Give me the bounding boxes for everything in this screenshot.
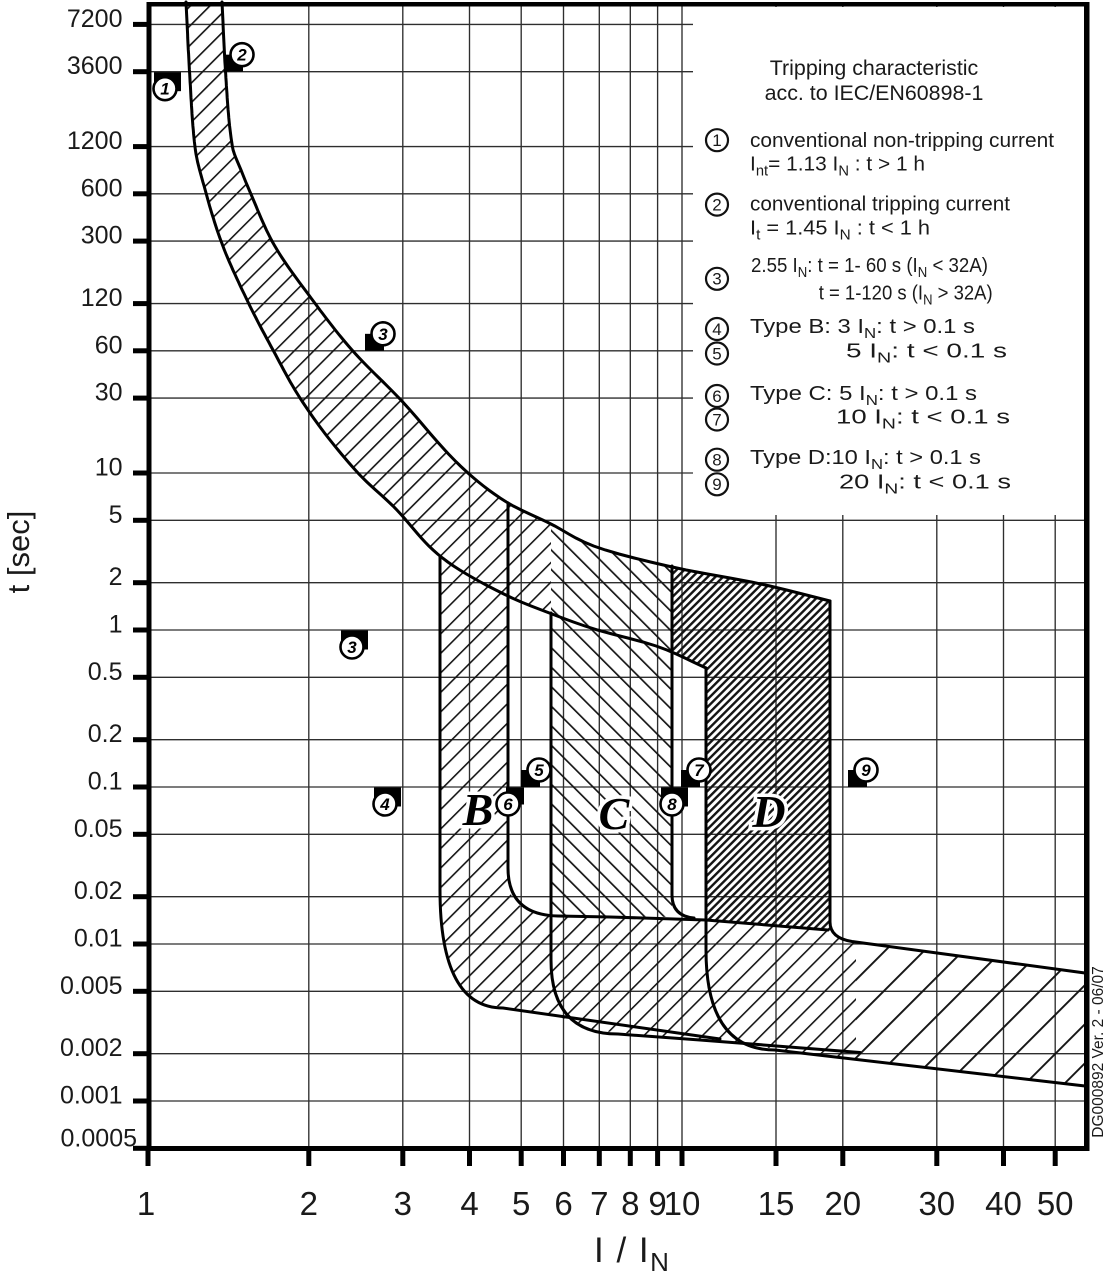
svg-text:DG000892 Ver. 2 - 06/07: DG000892 Ver. 2 - 06/07: [1090, 966, 1107, 1137]
svg-text:0.0005: 0.0005: [61, 1124, 137, 1152]
svg-text:3600: 3600: [67, 52, 123, 80]
svg-text:10: 10: [664, 1185, 701, 1222]
svg-text:5: 5: [534, 761, 544, 780]
svg-text:4: 4: [460, 1185, 478, 1222]
svg-text:1: 1: [137, 1185, 155, 1222]
svg-text:7: 7: [694, 761, 705, 780]
svg-text:3: 3: [712, 270, 721, 289]
svg-text:2: 2: [300, 1185, 318, 1222]
svg-text:0.5: 0.5: [88, 658, 123, 686]
svg-text:t = 1-120 s (IN > 32A): t = 1-120 s (IN > 32A): [819, 282, 993, 309]
svg-text:B: B: [462, 784, 494, 835]
svg-text:10: 10: [95, 454, 123, 482]
svg-text:3: 3: [378, 325, 388, 344]
svg-text:0.01: 0.01: [74, 925, 123, 953]
svg-text:C: C: [599, 788, 631, 839]
svg-text:9: 9: [712, 475, 721, 494]
svg-text:0.05: 0.05: [74, 815, 123, 843]
svg-text:9: 9: [648, 1185, 666, 1222]
svg-text:10 IN: t < 0.1 s: 10 IN: t < 0.1 s: [836, 406, 1010, 433]
svg-text:8: 8: [712, 451, 721, 470]
svg-text:9: 9: [861, 761, 871, 780]
svg-text:7: 7: [712, 410, 721, 429]
svg-text:0.02: 0.02: [74, 877, 123, 905]
svg-text:15: 15: [758, 1185, 795, 1222]
svg-text:6: 6: [503, 795, 513, 814]
svg-text:4: 4: [712, 320, 721, 339]
svg-text:0.2: 0.2: [88, 720, 123, 748]
svg-text:60: 60: [95, 331, 123, 359]
svg-text:8: 8: [621, 1185, 639, 1222]
svg-text:6: 6: [554, 1185, 572, 1222]
svg-text:1: 1: [109, 611, 123, 639]
svg-text:5 IN: t < 0.1 s: 5 IN: t < 0.1 s: [846, 340, 1007, 367]
svg-text:3: 3: [347, 638, 357, 657]
svg-text:conventional tripping current: conventional tripping current: [750, 193, 1010, 216]
svg-text:600: 600: [81, 174, 123, 202]
svg-text:30: 30: [918, 1185, 955, 1222]
svg-text:5: 5: [512, 1185, 530, 1222]
svg-text:D: D: [751, 786, 785, 837]
svg-text:3: 3: [394, 1185, 412, 1222]
svg-text:30: 30: [95, 379, 123, 407]
svg-text:7: 7: [590, 1185, 608, 1222]
svg-text:8: 8: [667, 795, 677, 814]
svg-text:Type D:10 IN: t > 0.1 s: Type D:10 I N: t > 0.1 s: [750, 446, 981, 473]
svg-text:t [sec]: t [sec]: [1, 511, 36, 594]
svg-text:1: 1: [712, 131, 721, 150]
svg-text:1200: 1200: [67, 127, 123, 155]
svg-text:2.55 IN: t = 1- 60 s (IN < 32A: 2.55 IN: t = 1- 60 s (IN < 32A): [751, 254, 988, 281]
svg-text:Type B: 3 IN: t > 0.1 s: Type B: 3 I N: t > 0.1 s: [750, 315, 975, 342]
svg-text:20: 20: [824, 1185, 861, 1222]
svg-text:6: 6: [712, 387, 721, 406]
svg-text:0.005: 0.005: [60, 972, 123, 1000]
svg-text:conventional non-tripping curr: conventional non-tripping current: [750, 129, 1054, 152]
svg-text:0.1: 0.1: [88, 768, 123, 796]
svg-text:40: 40: [985, 1185, 1022, 1222]
svg-text:Type C: 5 IN: t > 0.1 s: Type C: 5 I N: t > 0.1 s: [750, 382, 977, 409]
svg-text:120: 120: [81, 284, 123, 312]
svg-text:7200: 7200: [67, 5, 123, 33]
svg-text:Int= 1.13 IN : t > 1 h: Int= 1.13 IN : t > 1 h: [750, 153, 925, 180]
svg-text:4: 4: [379, 795, 390, 814]
svg-text:0.001: 0.001: [60, 1082, 123, 1110]
svg-text:300: 300: [81, 222, 123, 250]
svg-text:50: 50: [1037, 1185, 1074, 1222]
svg-text:5: 5: [109, 501, 123, 529]
svg-text:1: 1: [160, 80, 169, 99]
svg-text:2: 2: [236, 46, 247, 65]
svg-text:Tripping characteristic: Tripping characteristic: [770, 56, 979, 80]
svg-text:2: 2: [109, 563, 123, 591]
svg-text:20 IN: t < 0.1 s: 20 IN: t < 0.1 s: [839, 471, 1011, 498]
svg-text:2: 2: [712, 195, 721, 214]
svg-text:0.002: 0.002: [60, 1034, 123, 1062]
svg-text:5: 5: [712, 344, 721, 363]
svg-text:acc. to IEC/EN60898-1: acc. to IEC/EN60898-1: [765, 81, 984, 105]
